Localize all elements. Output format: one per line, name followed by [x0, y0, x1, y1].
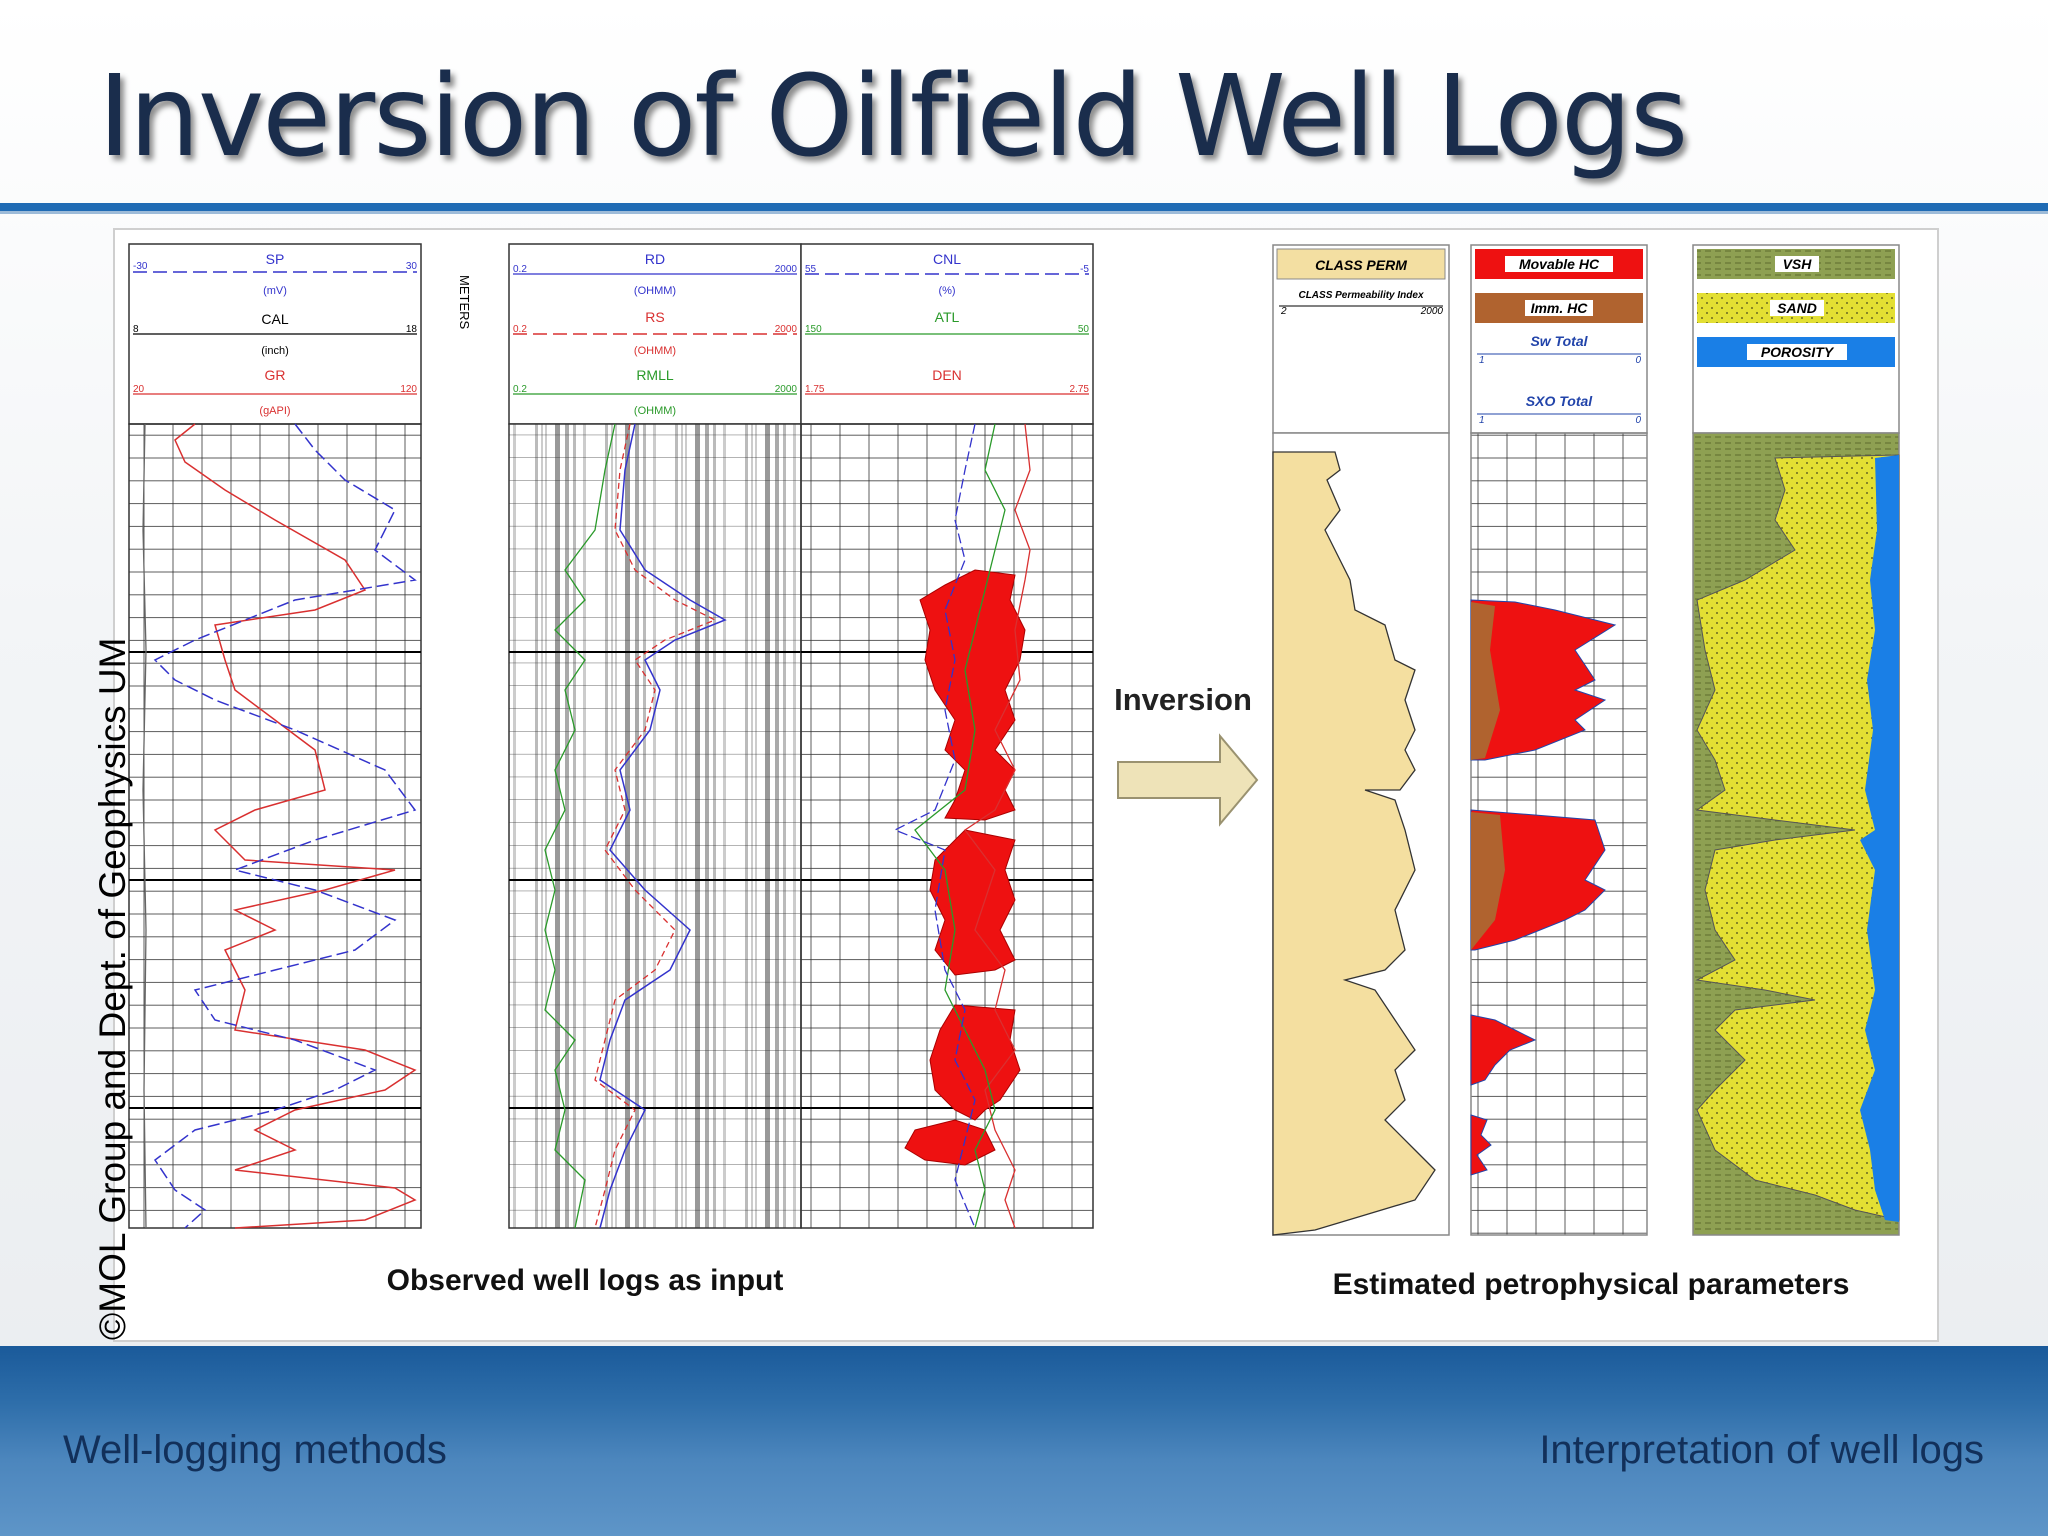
den-min: 1.75 — [805, 384, 825, 395]
perm-sublabel: CLASS Permeability Index — [1298, 290, 1423, 301]
sp-unit: (mV) — [263, 285, 287, 297]
den-label: DEN — [932, 367, 962, 383]
sxo-min: 1 — [1479, 415, 1485, 426]
perm-curve-fill — [1272, 451, 1436, 1236]
sw-max: 0 — [1635, 355, 1641, 366]
rs-label: RS — [645, 309, 664, 325]
inversion-arrow-icon — [1117, 733, 1259, 827]
crossover-fill-4 — [904, 1119, 996, 1166]
copyright-credit: ©MOL Group and Dept. of Geophysics UM — [92, 637, 133, 1340]
den-max: 2.75 — [1070, 384, 1090, 395]
footer-band — [0, 1346, 2048, 1536]
imm-hc-zone-1 — [1471, 602, 1500, 760]
rs-max: 2000 — [775, 324, 798, 335]
atl-min: 150 — [805, 324, 822, 335]
porosity-volume — [1860, 455, 1899, 1222]
gr-curve — [174, 423, 417, 1229]
atl-curve — [914, 423, 1006, 1229]
rd-max: 2000 — [775, 264, 798, 275]
footer-left-text: Well-logging methods — [63, 1428, 447, 1472]
saturation-track: Movable HC Imm. HC Sw Total 1 0 SXO Tota… — [1470, 244, 1648, 1236]
sw-total-label: Sw Total — [1530, 333, 1588, 349]
rd-unit: (OHMM) — [634, 285, 676, 297]
well-log-figure: SP -30 30 (mV) CAL 8 18 (inch) GR 20 120… — [113, 228, 1939, 1342]
imm-hc-zone-2 — [1471, 812, 1505, 950]
imm-hc-label: Imm. HC — [1531, 300, 1589, 316]
crossover-fill-1 — [919, 569, 1026, 821]
depth-track: METERS — [457, 275, 472, 330]
sp-max: 30 — [406, 261, 418, 272]
meters-label: METERS — [457, 275, 472, 330]
cal-max: 18 — [406, 324, 418, 335]
inversion-label: Inversion — [1114, 682, 1252, 717]
sxo-total-label: SXO Total — [1526, 393, 1593, 409]
perm-track: CLASS PERM CLASS Permeability Index 2 20… — [1272, 244, 1450, 1236]
gr-unit: (gAPI) — [259, 405, 290, 417]
track2-header: RD 0.2 2000 (OHMM) RS 0.2 2000 (OHMM) RM… — [508, 243, 802, 425]
gr-label: GR — [265, 367, 286, 383]
footer-right-text: Interpretation of well logs — [1539, 1428, 1984, 1472]
porosity-label: POROSITY — [1761, 344, 1835, 360]
track2-body — [508, 423, 802, 1229]
vsh-label: VSH — [1783, 256, 1813, 272]
title-underline-shadow — [0, 211, 2048, 214]
movable-hc-zone-2 — [1470, 809, 1606, 951]
cnl-label: CNL — [933, 251, 961, 267]
rs-min: 0.2 — [513, 324, 527, 335]
cnl-min: 55 — [805, 264, 817, 275]
cal-unit: (inch) — [261, 345, 289, 357]
input-caption: Observed well logs as input — [387, 1264, 784, 1297]
sw-min: 1 — [1479, 355, 1485, 366]
atl-label: ATL — [935, 309, 960, 325]
movable-hc-label: Movable HC — [1519, 256, 1600, 272]
rmll-unit: (OHMM) — [634, 405, 676, 417]
sp-min: -30 — [133, 261, 148, 272]
title-underline — [0, 203, 2048, 211]
perm-max: 2000 — [1420, 306, 1444, 317]
perm-min: 2 — [1280, 306, 1287, 317]
rs-curve — [594, 423, 717, 1229]
sand-volume — [1695, 454, 1900, 1221]
cnl-max: -5 — [1080, 264, 1089, 275]
rmll-curve — [544, 423, 616, 1229]
sand-label: SAND — [1777, 300, 1817, 316]
rmll-min: 0.2 — [513, 384, 527, 395]
cnl-curve — [893, 423, 976, 1229]
rmll-label: RMLL — [636, 367, 674, 383]
slide-title: Inversion of Oilfield Well Logs — [98, 52, 1688, 182]
track1-header: SP -30 30 (mV) CAL 8 18 (inch) GR 20 120… — [128, 243, 422, 425]
track3-header: CNL 55 -5 (%) ATL 150 50 DEN 1.75 2.75 — [800, 243, 1094, 425]
output-caption: Estimated petrophysical parameters — [1333, 1268, 1850, 1301]
movable-hc-zone-4 — [1470, 1114, 1492, 1176]
volume-track: VSH SAND POROSITY — [1692, 244, 1900, 1236]
crossover-fill-2 — [929, 829, 1016, 976]
gr-max: 120 — [400, 384, 417, 395]
movable-hc-zone-1 — [1470, 599, 1617, 761]
well-log-svg: SP -30 30 (mV) CAL 8 18 (inch) GR 20 120… — [128, 243, 1900, 1301]
gr-min: 20 — [133, 384, 145, 395]
sp-label: SP — [266, 251, 285, 267]
atl-max: 50 — [1078, 324, 1090, 335]
rd-curve — [599, 423, 727, 1229]
track3-body — [800, 423, 1094, 1229]
rs-unit: (OHMM) — [634, 345, 676, 357]
sxo-max: 0 — [1635, 415, 1641, 426]
perm-label: CLASS PERM — [1315, 257, 1407, 273]
cnl-unit: (%) — [938, 285, 955, 297]
track1-body — [128, 423, 422, 1229]
cal-curve — [142, 423, 147, 1229]
crossover-fill-3 — [929, 1004, 1021, 1121]
rmll-max: 2000 — [775, 384, 798, 395]
sp-curve — [153, 423, 417, 1229]
cal-min: 8 — [133, 324, 139, 335]
rd-label: RD — [645, 251, 665, 267]
rd-min: 0.2 — [513, 264, 527, 275]
cal-label: CAL — [261, 311, 288, 327]
movable-hc-zone-3 — [1470, 1014, 1537, 1086]
